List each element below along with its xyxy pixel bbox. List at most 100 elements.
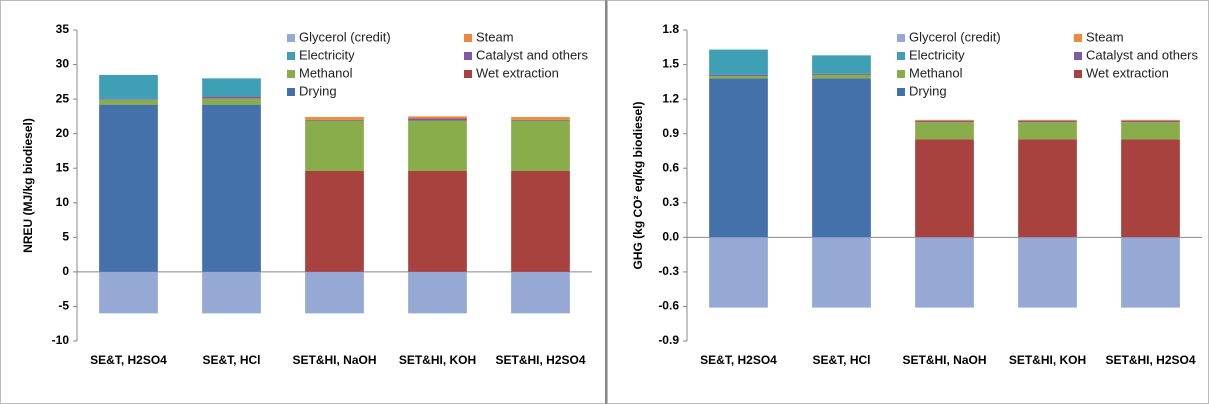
bar-segment xyxy=(99,74,158,100)
bar-segment xyxy=(202,98,261,105)
legend-label: Steam xyxy=(1086,29,1124,44)
x-tick-label: SET&HI, H2SO4 xyxy=(1105,353,1195,367)
legend-label: Drying xyxy=(299,83,337,98)
y-tick-label: 20 xyxy=(56,126,70,140)
bar-segment xyxy=(915,139,974,238)
y-tick-label: -0.9 xyxy=(658,333,679,347)
x-tick-label: SET&HI, NaOH xyxy=(292,353,376,367)
legend-swatch xyxy=(287,70,295,78)
bar-segment xyxy=(511,119,570,121)
bar-segment xyxy=(511,271,570,314)
legend-swatch xyxy=(897,70,905,78)
legend-swatch xyxy=(287,34,295,42)
legend-swatch xyxy=(287,52,295,60)
y-axis-label: NREU (MJ/kg biodiesel) xyxy=(21,118,35,253)
y-tick-label: 5 xyxy=(62,230,69,244)
bar-segment xyxy=(408,271,467,314)
y-tick-label: 0.6 xyxy=(662,160,679,174)
y-tick-label: 0 xyxy=(62,264,69,278)
y-tick-label: 10 xyxy=(56,195,70,209)
y-tick-label: 0.3 xyxy=(662,195,679,209)
legend-label: Steam xyxy=(476,29,514,44)
bar-segment xyxy=(99,271,158,314)
bar-segment xyxy=(1121,120,1180,123)
y-tick-label: -0.3 xyxy=(658,264,679,278)
y-tick-label: 30 xyxy=(56,57,70,71)
bar-segment xyxy=(202,104,261,272)
legend-swatch xyxy=(897,52,905,60)
x-tick-label: SE&T, H2SO4 xyxy=(90,353,167,367)
legend-label: Methanol xyxy=(909,65,963,80)
legend-label: Wet extraction xyxy=(476,65,559,80)
bar-segment xyxy=(1121,139,1180,238)
y-tick-label: 15 xyxy=(56,160,70,174)
bar-segment xyxy=(202,78,261,97)
y-tick-label: 1.2 xyxy=(662,91,679,105)
bar-segment xyxy=(915,120,974,123)
legend-label: Glycerol (credit) xyxy=(909,29,1001,44)
x-tick-label: SET&HI, H2SO4 xyxy=(495,353,585,367)
legend-swatch xyxy=(464,52,472,60)
legend-label: Wet extraction xyxy=(1086,65,1169,80)
bar-segment xyxy=(305,119,364,121)
bar-segment xyxy=(511,120,570,171)
legend-label: Electricity xyxy=(909,47,965,62)
legend-label: Methanol xyxy=(299,65,353,80)
x-tick-label: SET&HI, KOH xyxy=(399,353,476,367)
y-tick-label: -0.6 xyxy=(658,299,679,313)
bar-segment xyxy=(709,76,768,79)
bar-segment xyxy=(709,74,768,77)
bar-segment xyxy=(1018,237,1077,308)
x-tick-label: SE&T, H2SO4 xyxy=(700,353,777,367)
x-tick-label: SET&HI, KOH xyxy=(1009,353,1086,367)
bar-segment xyxy=(709,78,768,238)
y-tick-label: 35 xyxy=(56,22,70,36)
bar-segment xyxy=(511,170,570,272)
y-tick-label: 0.9 xyxy=(662,126,679,140)
bar-segment xyxy=(408,116,467,119)
y-tick-label: -10 xyxy=(52,333,70,347)
bar-segment xyxy=(202,271,261,314)
bar-segment xyxy=(99,99,158,105)
legend-swatch xyxy=(464,70,472,78)
legend-label: Catalyst and others xyxy=(476,47,589,62)
legend-label: Glycerol (credit) xyxy=(299,29,391,44)
bar-segment xyxy=(1018,139,1077,238)
legend-swatch xyxy=(1074,52,1082,60)
bar-segment xyxy=(1121,122,1180,140)
bar-segment xyxy=(408,170,467,272)
bar-segment xyxy=(305,271,364,314)
bar-segment xyxy=(511,117,570,120)
bar-segment xyxy=(812,73,871,75)
bar-segment xyxy=(915,237,974,308)
x-tick-label: SET&HI, NaOH xyxy=(902,353,986,367)
bar-segment xyxy=(202,96,261,99)
bar-segment xyxy=(709,237,768,308)
x-tick-label: SE&T, HCl xyxy=(812,353,870,367)
bar-segment xyxy=(99,104,158,272)
y-tick-label: 1.5 xyxy=(662,57,679,71)
bar-segment xyxy=(812,237,871,308)
bar-segment xyxy=(408,118,467,121)
y-tick-label: 1.8 xyxy=(662,22,679,36)
bar-segment xyxy=(1121,237,1180,308)
bar-segment xyxy=(305,170,364,272)
bar-segment xyxy=(1018,122,1077,140)
bar-segment xyxy=(408,120,467,171)
legend-label: Electricity xyxy=(299,47,355,62)
y-tick-label: 25 xyxy=(56,91,70,105)
bar-segment xyxy=(1121,119,1180,121)
bar-segment xyxy=(1018,120,1077,123)
bar-segment xyxy=(99,99,158,100)
bar-segment xyxy=(812,74,871,79)
bar-segment xyxy=(1018,119,1077,121)
legend-label: Drying xyxy=(909,83,947,98)
legend-swatch xyxy=(287,88,295,96)
y-axis-label: GHG (kg CO² eq/kg biodiesel) xyxy=(631,101,645,269)
legend-label: Catalyst and others xyxy=(1086,47,1199,62)
bar-segment xyxy=(915,119,974,121)
legend-swatch xyxy=(897,34,905,42)
bar-segment xyxy=(812,55,871,74)
bar-segment xyxy=(812,78,871,238)
